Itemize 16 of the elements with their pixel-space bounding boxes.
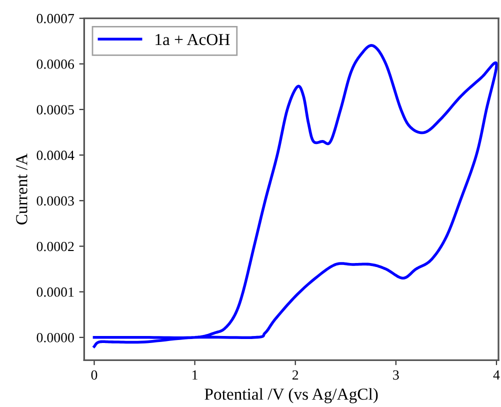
y-tick-label: 0.0004	[36, 150, 74, 160]
x-tick-label: 1	[192, 370, 198, 380]
x-tick-label: 0	[91, 370, 98, 380]
y-tick-label: 0.0007	[36, 14, 74, 24]
y-axis-title: Current /A	[16, 154, 28, 224]
y-tick-label: 0.0005	[36, 105, 74, 114]
y-tick-label: 0.0001	[36, 287, 74, 297]
y-tick-label: 0.0002	[36, 242, 74, 252]
x-tick-label: 3	[393, 370, 399, 380]
x-tick-label: 4	[493, 370, 500, 380]
y-tick-label: 0.0006	[36, 59, 74, 69]
x-tick-label: 2	[292, 370, 298, 380]
y-tick-label: 0.0003	[36, 196, 74, 206]
x-axis-title: Potential /V (vs Ag/AgCl)	[204, 388, 378, 404]
legend-label: 1a + AcOH	[156, 34, 230, 46]
y-tick-label: 0.0000	[36, 332, 74, 342]
